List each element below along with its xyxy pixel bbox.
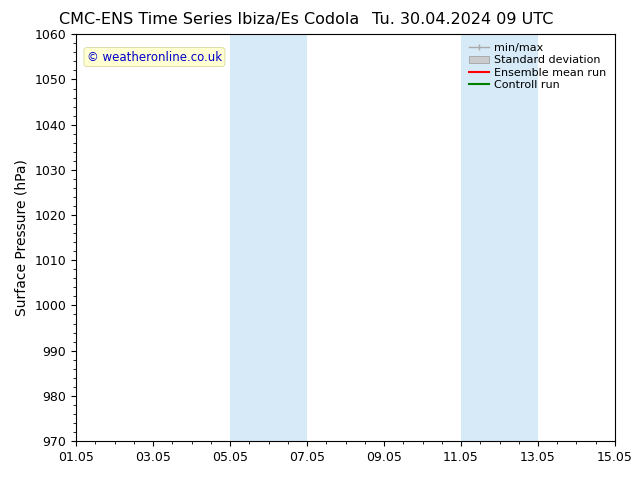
Text: Tu. 30.04.2024 09 UTC: Tu. 30.04.2024 09 UTC [372, 12, 553, 27]
Bar [461, 34, 538, 441]
Y-axis label: Surface Pressure (hPa): Surface Pressure (hPa) [15, 159, 29, 316]
Legend: min/max, Standard deviation, Ensemble mean run, Controll run: min/max, Standard deviation, Ensemble me… [466, 40, 609, 93]
Text: © weatheronline.co.uk: © weatheronline.co.uk [87, 50, 222, 64]
Text: CMC-ENS Time Series Ibiza/Es Codola: CMC-ENS Time Series Ibiza/Es Codola [59, 12, 359, 27]
Bar [230, 34, 307, 441]
